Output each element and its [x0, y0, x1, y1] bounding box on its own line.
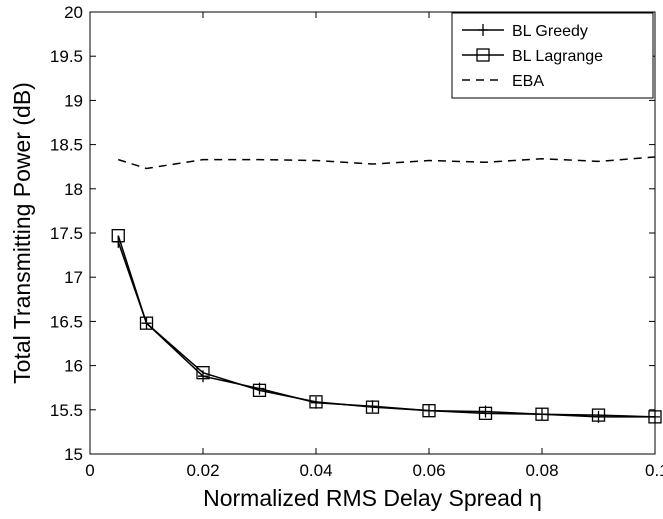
y-tick-label: 15.5 [50, 401, 83, 420]
legend-marker-plus [478, 24, 488, 36]
data-point-square [591, 408, 606, 422]
data-point-square [252, 383, 267, 398]
y-tick-label: 19.5 [50, 47, 83, 66]
series-line [117, 235, 656, 418]
y-tick-label: 17 [64, 268, 83, 287]
legend-item: EBA [462, 73, 544, 90]
y-tick-label: 18 [64, 180, 83, 199]
legend-label: EBA [512, 73, 544, 90]
x-tick-label: 0 [85, 461, 94, 480]
data-point-square [478, 406, 493, 420]
data-point-square [139, 316, 154, 330]
x-tick-label: 0.02 [186, 461, 219, 480]
data-point-square [309, 395, 323, 409]
data-point-square [535, 407, 549, 421]
legend: BL Greedy BL Lagrange EBA [451, 12, 654, 99]
y-tick-label: 16 [64, 357, 83, 376]
y-tick-label: 19 [64, 91, 83, 110]
y-tick-label: 18.5 [50, 136, 83, 155]
series-eba [118, 156, 656, 170]
x-tick-label: 0.08 [525, 461, 558, 480]
series-layer [111, 156, 662, 424]
legend-label: BL Lagrange [512, 48, 603, 65]
y-tick-label: 16.5 [50, 312, 83, 331]
data-point-square [111, 229, 125, 243]
series-line [118, 156, 656, 170]
x-tick-label: 0.1 [645, 461, 663, 480]
data-point-square [648, 410, 662, 424]
data-point-square [365, 400, 380, 414]
y-axis-label: Total Transmitting Power (dB) [9, 82, 35, 384]
x-tick-label: 0.04 [299, 461, 332, 480]
axis-ticks: 0 0.02 0.04 0.06 0.08 0.1 15 15.5 16 16.5 17 17.5 18… [50, 3, 663, 480]
legend-label: BL Greedy [512, 23, 588, 40]
data-point-square [196, 366, 210, 380]
x-tick-label: 0.06 [412, 461, 445, 480]
legend-item: BL Greedy [462, 23, 588, 40]
data-point-square [422, 404, 436, 418]
legend-marker-square [476, 48, 490, 62]
legend-item: BL Lagrange [462, 48, 603, 65]
y-tick-label: 17.5 [50, 224, 83, 243]
x-axis-label: Normalized RMS Delay Spread η [203, 485, 542, 511]
y-tick-label: 15 [64, 445, 83, 464]
y-tick-label: 20 [64, 3, 83, 22]
series-bl-lagrange [111, 229, 662, 424]
